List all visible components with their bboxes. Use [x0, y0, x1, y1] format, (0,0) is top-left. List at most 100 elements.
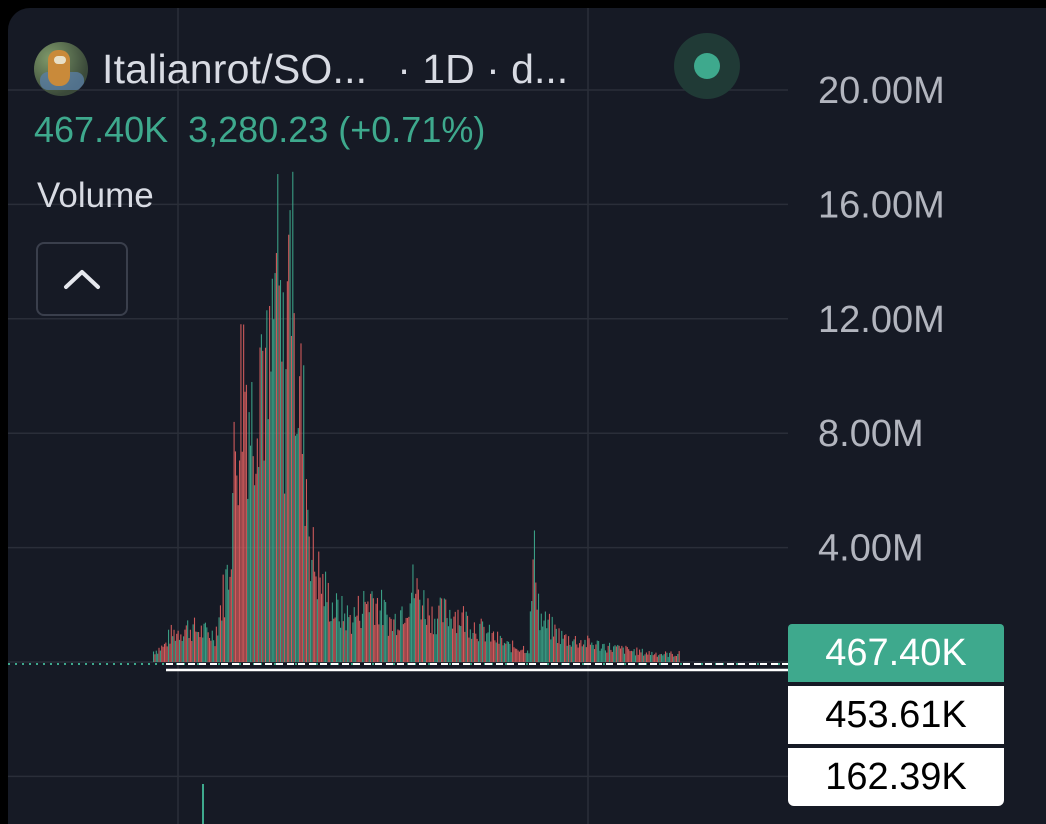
chart-legend-title[interactable]: Italianrot/SO... · 1D · d... — [34, 38, 568, 100]
volume-bar — [486, 633, 488, 662]
price-tag-mid: 453.61K — [788, 686, 1004, 744]
token-avatar-icon — [34, 42, 88, 96]
volume-bar — [258, 467, 260, 662]
volume-bar — [379, 610, 381, 662]
volume-bar — [644, 654, 646, 662]
volume-bar — [522, 645, 525, 662]
volume-bar — [236, 475, 238, 662]
volume-bar — [378, 624, 380, 662]
volume-bar — [173, 629, 175, 662]
volume-bar — [454, 611, 456, 662]
volume-bar — [326, 602, 328, 662]
volume-bar — [553, 636, 555, 662]
volume-bar — [615, 646, 617, 662]
legend-values: 467.40K 3,280.23 (+0.71%) — [34, 108, 485, 152]
volume-bar — [329, 621, 331, 662]
volume-bar — [226, 564, 228, 662]
chart-panel[interactable]: 20.00M 16.00M 12.00M 8.00M 4.00M Italianrot/… — [8, 8, 1046, 824]
volume-bar — [464, 631, 466, 662]
volume-bar — [168, 629, 170, 662]
volume-bar — [241, 451, 243, 662]
pair-title[interactable]: Italianrot/SO... — [102, 45, 368, 92]
volume-bar — [391, 631, 394, 662]
volume-bar — [442, 622, 444, 662]
volume-bar — [279, 280, 282, 662]
volume-bar — [643, 655, 645, 662]
volume-bar — [428, 615, 430, 662]
volume-bar — [311, 559, 313, 662]
volume-bar — [505, 643, 507, 662]
volume-bar — [502, 645, 504, 662]
volume-bar — [539, 630, 541, 662]
volume-bar — [535, 582, 537, 662]
volume-bar — [393, 619, 395, 662]
volume-bar — [357, 595, 359, 662]
volume-bar — [600, 648, 602, 662]
volume-bar — [386, 614, 388, 662]
volume-bar — [364, 601, 366, 662]
interval-label[interactable]: · 1D · d... — [397, 45, 569, 92]
volume-bar — [431, 606, 433, 662]
volume-bar — [262, 350, 264, 662]
volume-bar — [445, 599, 447, 662]
volume-bar — [370, 593, 372, 662]
volume-bar — [296, 434, 298, 662]
last-volume-value: 467.40K — [34, 109, 169, 150]
volume-bar — [528, 653, 530, 662]
volume-bar — [353, 607, 355, 662]
volume-bar — [472, 632, 474, 662]
volume-bar — [290, 335, 292, 662]
volume-bar — [180, 634, 182, 662]
volume-bar — [177, 630, 179, 662]
volume-bar — [675, 656, 677, 662]
volume-bar — [494, 640, 496, 662]
volume-bar — [659, 654, 661, 662]
volume-bar — [215, 626, 217, 662]
volume-bar — [402, 624, 404, 662]
volume-bar — [195, 631, 197, 662]
volume-bar — [487, 632, 489, 662]
live-status-indicator[interactable] — [674, 33, 740, 99]
volume-bar — [630, 650, 632, 662]
volume-bar — [396, 635, 398, 662]
volume-bar — [412, 564, 414, 662]
volume-bar — [618, 645, 620, 662]
volume-bar — [569, 644, 571, 662]
volume-bar — [157, 653, 159, 662]
volume-bar — [543, 620, 545, 662]
volume-bar — [424, 619, 426, 662]
volume-bar — [382, 625, 384, 662]
volume-bar — [178, 639, 181, 662]
volume-bar — [240, 324, 242, 662]
volume-bar — [183, 636, 185, 662]
volume-bar — [367, 601, 369, 662]
volume-bar — [626, 647, 628, 662]
volume-bar — [462, 606, 465, 662]
volume-bar — [674, 655, 676, 662]
volume-bar — [172, 636, 174, 662]
volume-bar — [337, 599, 339, 662]
volume-bar — [427, 598, 429, 662]
volume-bar — [559, 644, 561, 662]
volume-bar — [589, 644, 591, 662]
collapse-legend-button[interactable] — [36, 242, 128, 316]
volume-bar — [277, 174, 279, 662]
volume-bar — [267, 419, 269, 662]
volume-bar — [583, 644, 585, 662]
volume-bar — [633, 649, 635, 662]
volume-bar — [655, 652, 657, 662]
volume-bar — [390, 618, 392, 662]
volume-bar — [461, 612, 463, 662]
volume-bar — [304, 525, 306, 662]
volume-bar — [333, 618, 335, 662]
volume-bar — [456, 633, 458, 662]
volume-bar — [162, 646, 164, 662]
volume-bar — [300, 343, 302, 662]
volume-bar — [256, 438, 258, 662]
volume-bar — [469, 629, 471, 662]
indicator-label[interactable]: Volume — [37, 176, 154, 215]
volume-chart[interactable]: 20.00M 16.00M 12.00M 8.00M 4.00M — [8, 8, 1046, 824]
volume-bar — [654, 654, 656, 662]
volume-bar — [602, 644, 604, 662]
volume-bar — [588, 638, 590, 662]
